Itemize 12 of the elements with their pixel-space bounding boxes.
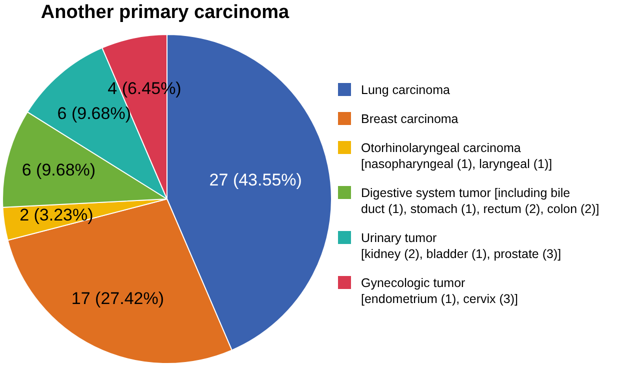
legend-label: Otorhinolaryngeal carcinoma [nasopharyngeal (1), laryngeal (1)]: [361, 140, 552, 172]
data-label: 6 (9.68%): [22, 160, 96, 180]
legend-label: Digestive system tumor [including bile duct (1), stomach (1), rectum (2), colon (2)]: [361, 185, 600, 217]
data-label: 6 (9.68%): [57, 104, 131, 123]
legend-label: Lung carcinoma: [361, 82, 450, 98]
legend-label: Breast carcinoma: [361, 111, 458, 127]
data-label: 2 (3.23%): [20, 206, 94, 225]
legend-label: Urinary tumor [kidney (2), bladder (1), prostate (3)]: [361, 230, 562, 262]
legend-label: Gynecologic tumor [endometrium (1), cervix (3)]: [361, 275, 518, 307]
chart-title: Another primary carcinoma: [40, 2, 290, 24]
data-label: 27 (43.55%): [209, 170, 302, 190]
data-label: 17 (27.42%): [71, 289, 164, 308]
